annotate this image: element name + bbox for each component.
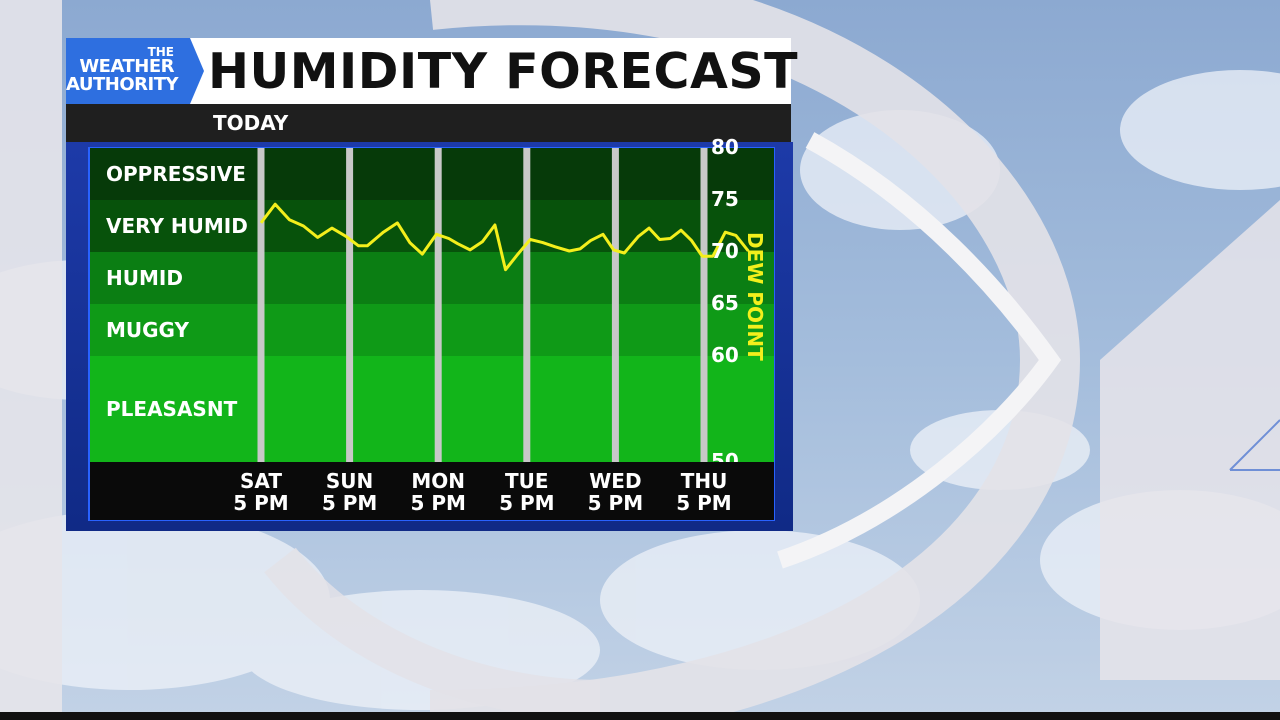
weather-authority-logo: THE WEATHER AUTHORITY — [66, 38, 190, 104]
day-divider-mon — [434, 148, 442, 462]
x-tick-label-tue: TUE 5 PM — [482, 470, 572, 514]
dew-point-line — [259, 202, 750, 272]
subtitle-bar — [66, 104, 791, 142]
y-tick-75: 75 — [711, 187, 739, 211]
x-tick-time: 5 PM — [587, 491, 644, 515]
logo-line-2: WEATHER — [79, 56, 174, 77]
day-divider-sun — [346, 148, 354, 462]
chart-title: HUMIDITY FORECAST — [208, 43, 799, 100]
humidity-chart — [90, 148, 774, 462]
band-label-muggy: MUGGY — [106, 318, 190, 342]
x-tick-label-mon: MON 5 PM — [393, 470, 483, 514]
x-tick-label-sat: SAT 5 PM — [216, 470, 306, 514]
x-tick-day: TUE — [505, 469, 549, 493]
band-label-very-humid: VERY HUMID — [106, 214, 248, 238]
x-tick-day: SUN — [325, 469, 374, 493]
x-tick-day: SAT — [240, 469, 282, 493]
title-box — [190, 38, 791, 104]
x-tick-time: 5 PM — [499, 491, 555, 515]
x-tick-day: WED — [589, 469, 642, 493]
x-tick-day: THU — [680, 469, 728, 493]
y-tick-80: 80 — [711, 135, 739, 159]
y-tick-70: 70 — [711, 239, 739, 263]
day-divider-sat — [257, 148, 265, 462]
band-label-humid: HUMID — [106, 266, 183, 290]
bottom-strip — [0, 712, 1280, 720]
band-label-pleasasnt: PLEASASNT — [106, 397, 238, 421]
x-tick-label-thu: THU 5 PM — [659, 470, 749, 514]
band-label-oppressive: OPPRESSIVE — [106, 162, 246, 186]
band-humid — [90, 252, 774, 304]
y-tick-60: 60 — [711, 343, 739, 367]
day-divider-tue — [523, 148, 531, 462]
x-tick-time: 5 PM — [410, 491, 466, 515]
x-tick-day: MON — [411, 469, 466, 493]
chart-subtitle: TODAY — [213, 111, 289, 135]
x-tick-time: 5 PM — [321, 491, 378, 515]
x-tick-time: 5 PM — [233, 491, 289, 515]
band-pleasasnt — [90, 356, 774, 462]
x-tick-time: 5 PM — [676, 491, 732, 515]
band-muggy — [90, 304, 774, 356]
logo-line-3: AUTHORITY — [66, 74, 179, 95]
day-divider-wed — [611, 148, 619, 462]
logo-chevron — [190, 38, 204, 104]
x-tick-label-wed: WED 5 PM — [570, 470, 660, 514]
day-divider-thu — [700, 148, 708, 462]
band-very-humid — [90, 200, 774, 252]
y-tick-65: 65 — [711, 291, 739, 315]
y-axis-label: DEW POINT — [743, 232, 767, 361]
x-tick-label-sun: SUN 5 PM — [305, 470, 395, 514]
band-oppressive — [90, 148, 774, 200]
logo-line-1: THE — [147, 45, 174, 59]
x-axis-bar — [90, 462, 774, 520]
